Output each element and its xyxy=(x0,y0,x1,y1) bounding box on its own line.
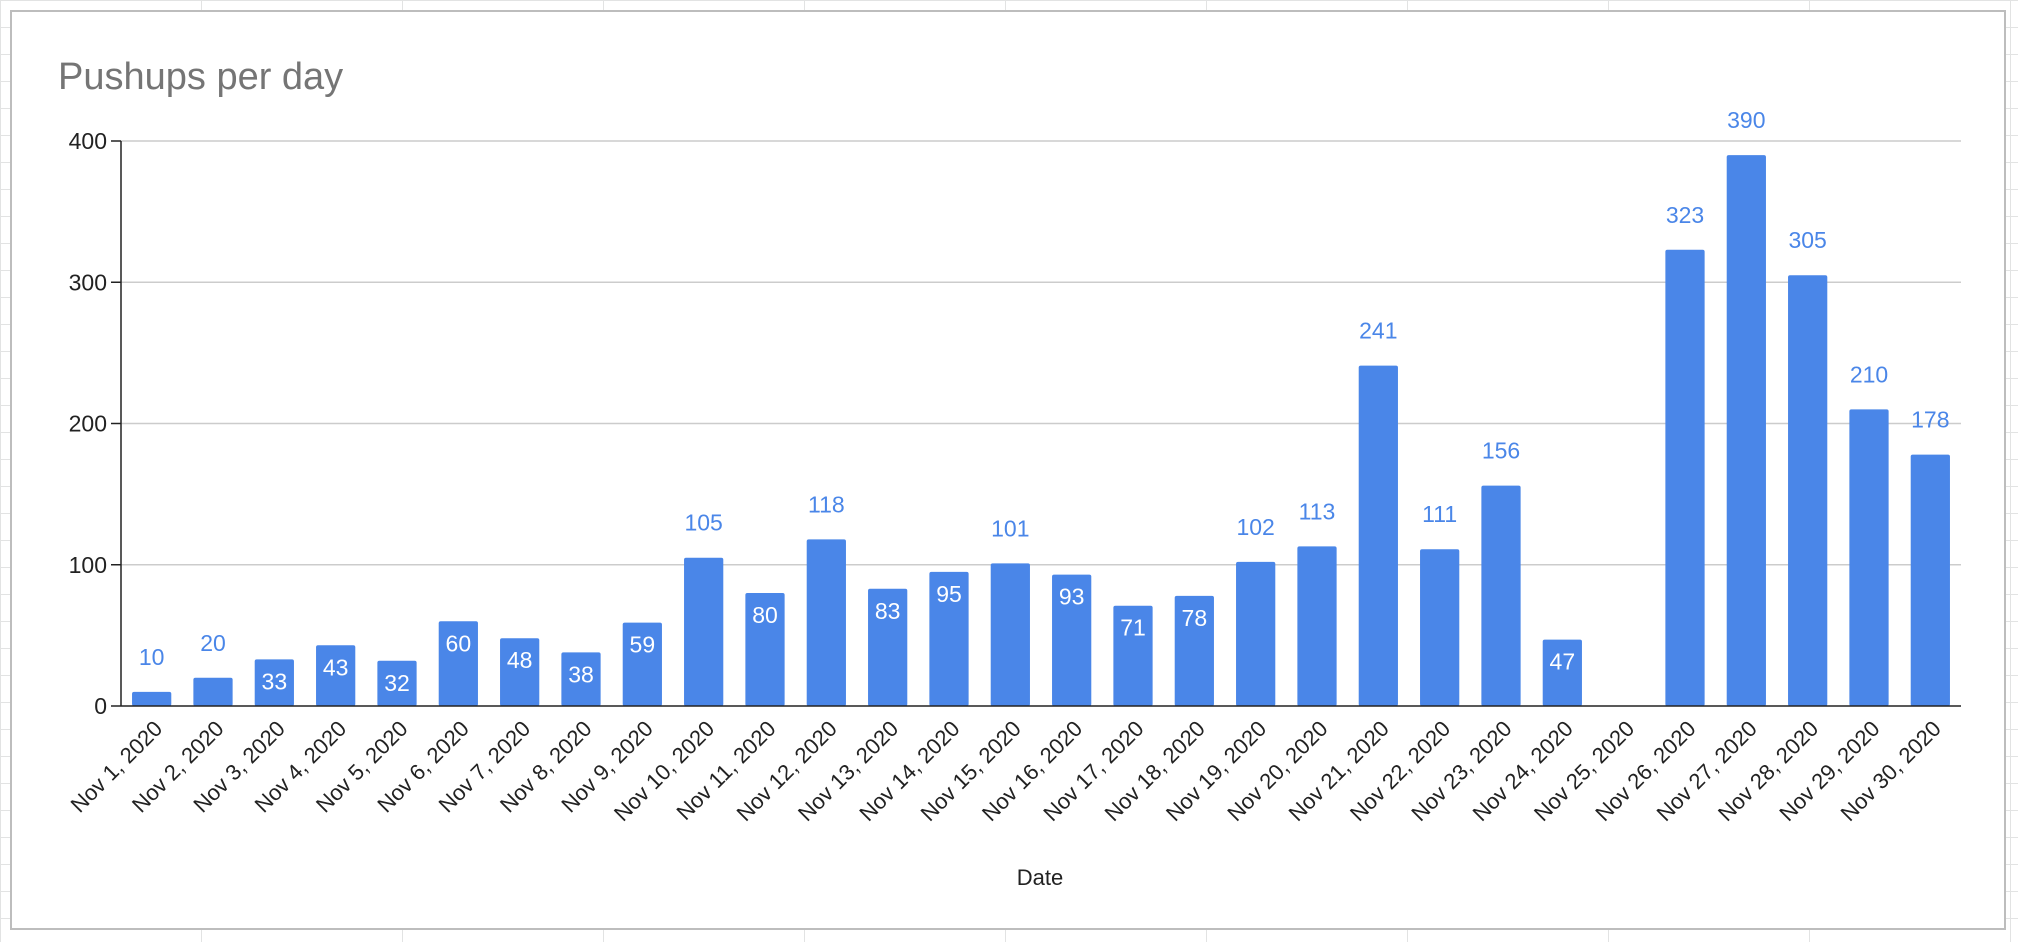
bar[interactable] xyxy=(1726,155,1766,706)
data-label: 47 xyxy=(1550,649,1576,675)
bar[interactable] xyxy=(1542,639,1582,706)
bar[interactable] xyxy=(929,571,969,706)
value-labels: 10 20 33 43 32 60 48 38 59 105 80 118 83 95 101 93 71 78 1… xyxy=(139,107,1950,696)
bar[interactable] xyxy=(1788,275,1828,706)
gridlines xyxy=(121,140,1961,566)
data-label: 105 xyxy=(684,510,722,536)
data-label: 156 xyxy=(1482,438,1520,464)
data-label: 323 xyxy=(1666,202,1704,228)
bar[interactable] xyxy=(990,563,1030,706)
data-label: 38 xyxy=(568,661,594,687)
data-label: 102 xyxy=(1236,514,1274,540)
data-label: 95 xyxy=(936,581,962,607)
bar[interactable] xyxy=(1113,605,1153,706)
data-label: 59 xyxy=(630,632,656,658)
data-label: 33 xyxy=(262,668,288,694)
data-label: 71 xyxy=(1120,615,1146,641)
bar[interactable] xyxy=(806,539,846,706)
bar[interactable] xyxy=(1174,595,1214,706)
data-label: 113 xyxy=(1299,498,1336,524)
data-label: 83 xyxy=(875,598,901,624)
bar[interactable] xyxy=(622,622,662,706)
bar[interactable] xyxy=(745,593,785,706)
bar[interactable] xyxy=(1052,574,1092,706)
bar[interactable] xyxy=(500,638,540,706)
bar[interactable] xyxy=(1297,546,1337,706)
data-label: 93 xyxy=(1059,584,1085,610)
bar[interactable] xyxy=(377,660,417,706)
y-tick-label: 100 xyxy=(69,552,107,578)
bar[interactable] xyxy=(1481,485,1521,706)
bar[interactable] xyxy=(561,652,601,706)
chart-title: Pushups per day xyxy=(58,56,343,98)
data-label: 241 xyxy=(1359,318,1397,344)
bar[interactable] xyxy=(1665,249,1705,706)
data-label: 178 xyxy=(1911,407,1949,433)
bar[interactable] xyxy=(132,691,172,706)
y-tick-label: 400 xyxy=(69,128,107,154)
data-label: 32 xyxy=(384,670,410,696)
bar[interactable] xyxy=(1420,549,1460,706)
data-label: 48 xyxy=(507,647,533,673)
y-tick-label: 300 xyxy=(69,269,107,295)
data-label: 43 xyxy=(323,654,349,680)
data-label: 118 xyxy=(808,491,845,517)
chart-card[interactable]: Pushups per day 0 100 200 300 400 10 20 33 43 32… xyxy=(10,10,2006,930)
data-label: 78 xyxy=(1182,605,1208,631)
data-label: 101 xyxy=(991,515,1029,541)
x-axis-title: Date xyxy=(1017,865,1063,890)
bar[interactable] xyxy=(684,557,724,706)
axes xyxy=(111,140,1961,707)
data-label: 20 xyxy=(200,630,226,656)
y-axis-labels: 0 100 200 300 400 xyxy=(69,128,107,719)
data-label: 305 xyxy=(1788,227,1826,253)
bar[interactable] xyxy=(1910,454,1950,706)
bar[interactable] xyxy=(254,659,294,706)
data-label: 10 xyxy=(139,644,165,670)
data-label: 390 xyxy=(1727,107,1765,133)
y-tick-label: 0 xyxy=(94,693,107,719)
bar[interactable] xyxy=(316,645,356,706)
bar[interactable] xyxy=(1849,409,1889,706)
y-tick-label: 200 xyxy=(69,411,107,437)
bar[interactable] xyxy=(438,621,478,706)
bar[interactable] xyxy=(1236,561,1276,706)
bar-chart: Pushups per day 0 100 200 300 400 10 20 33 43 32… xyxy=(58,56,1961,890)
bars xyxy=(132,155,1950,706)
data-label: 80 xyxy=(752,602,778,628)
bar[interactable] xyxy=(1358,365,1398,706)
data-label: 111 xyxy=(1422,501,1457,527)
bar[interactable] xyxy=(868,588,908,706)
bar[interactable] xyxy=(193,677,233,706)
data-label: 210 xyxy=(1850,361,1888,387)
data-label: 60 xyxy=(446,630,472,656)
